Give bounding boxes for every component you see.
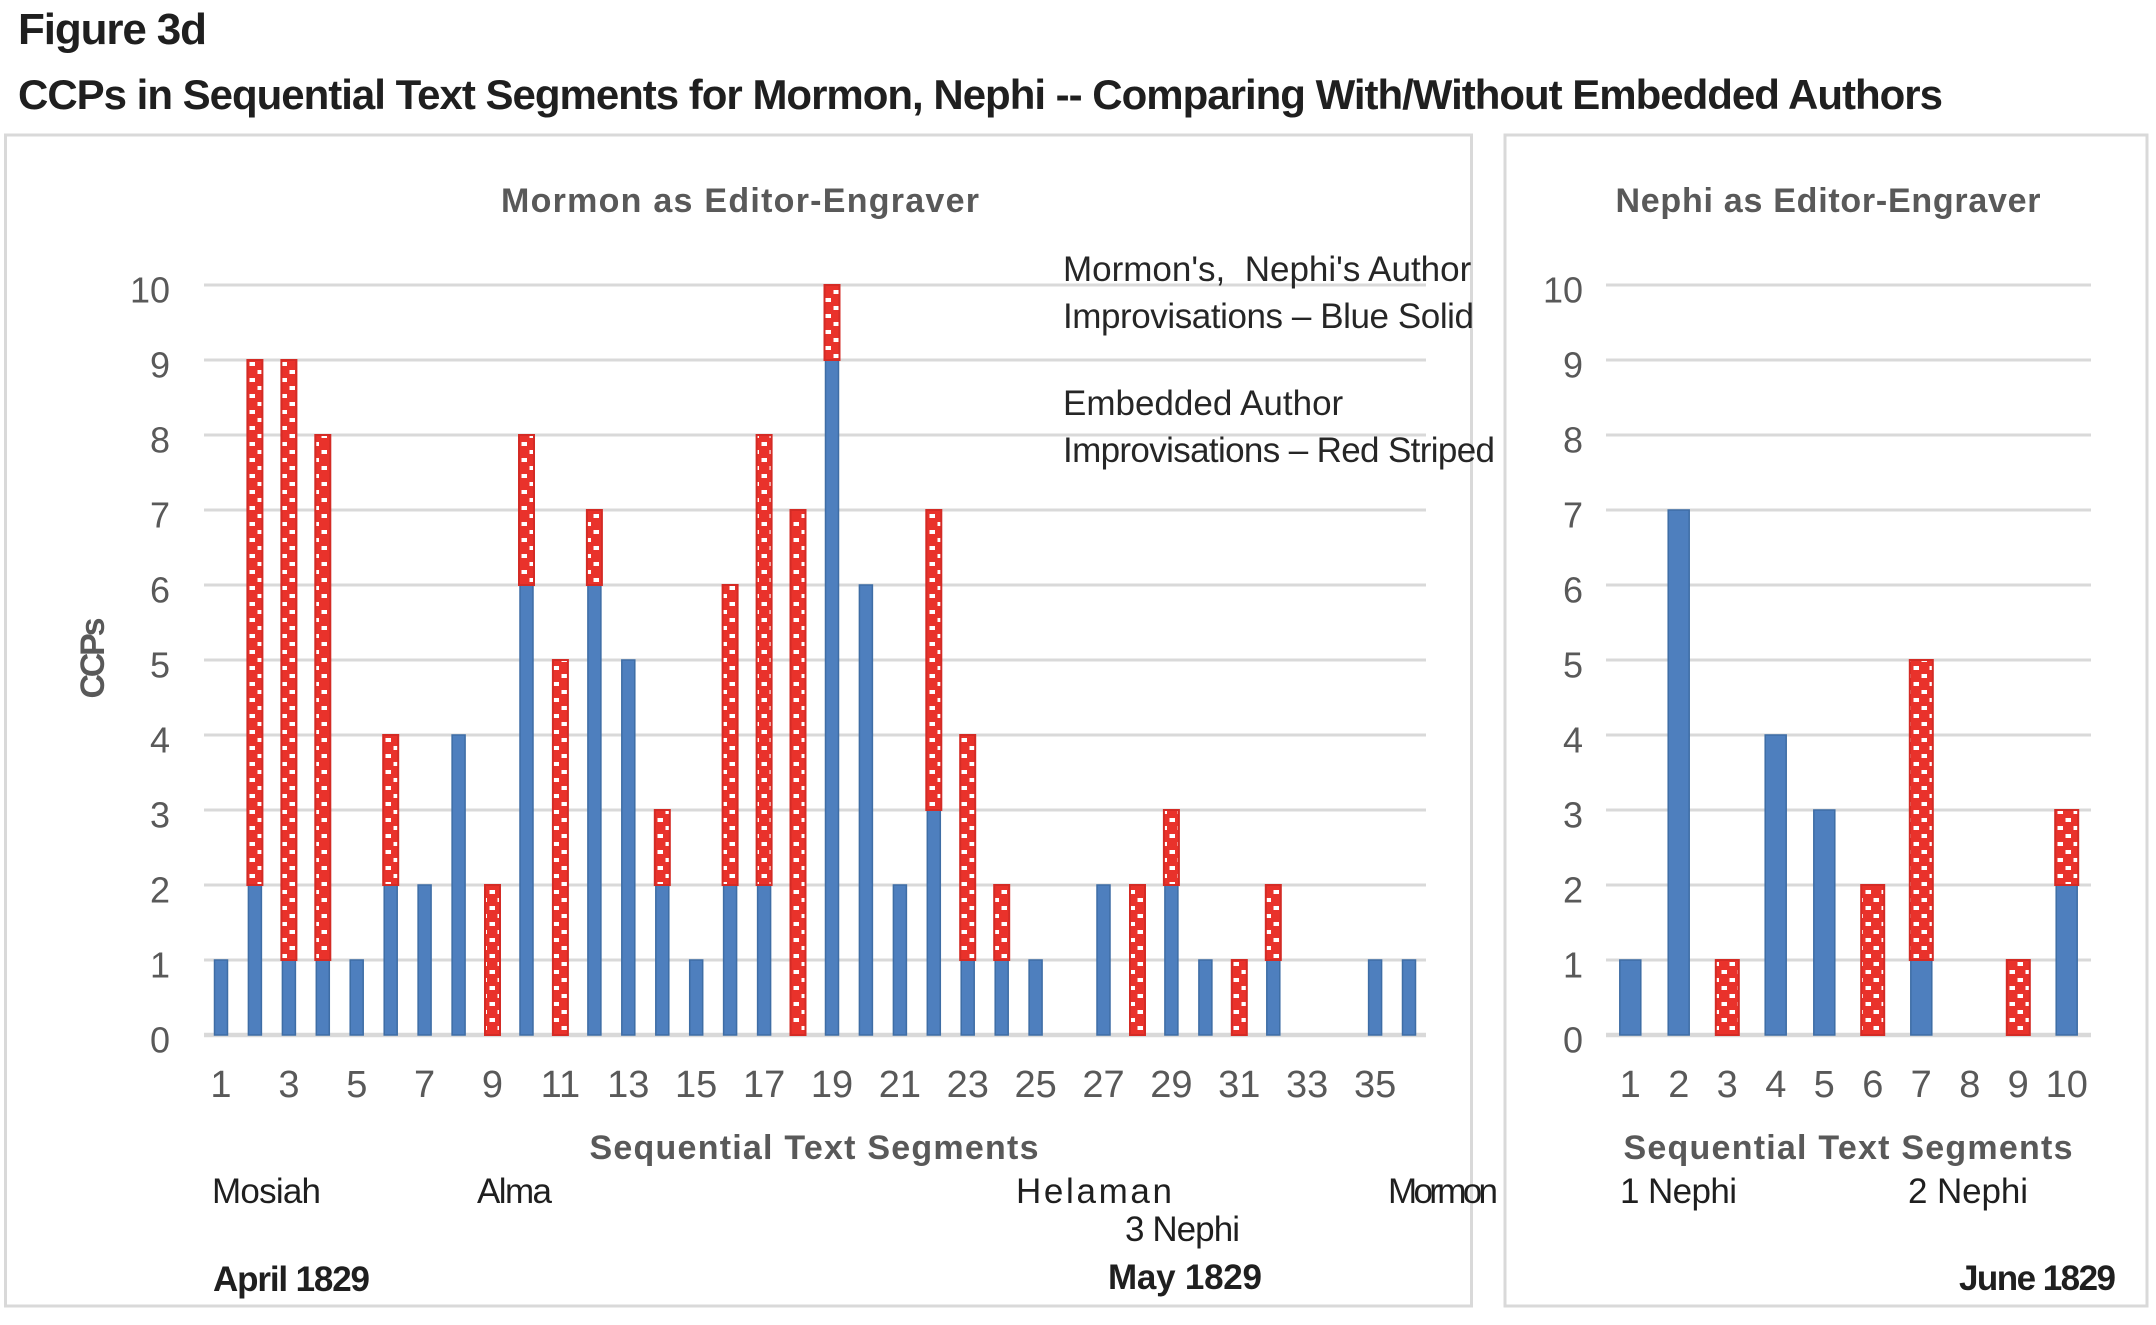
svg-text:Helaman: Helaman (1016, 1172, 1172, 1211)
svg-text:Mormon as Editor-Engraver: Mormon as Editor-Engraver (501, 182, 979, 220)
svg-text:2: 2 (150, 870, 170, 911)
svg-text:Figure 3d: Figure 3d (18, 5, 207, 54)
svg-text:Alma: Alma (477, 1172, 553, 1211)
svg-text:13: 13 (607, 1064, 649, 1106)
svg-text:April 1829: April 1829 (213, 1260, 370, 1299)
svg-text:3: 3 (150, 795, 170, 836)
svg-text:10: 10 (2046, 1064, 2088, 1106)
svg-text:May 1829: May 1829 (1108, 1258, 1262, 1297)
svg-text:8: 8 (1563, 420, 1583, 461)
svg-text:0: 0 (150, 1020, 170, 1061)
svg-text:Nephi as Editor-Engraver: Nephi as Editor-Engraver (1616, 182, 2041, 220)
svg-text:2: 2 (1668, 1064, 1689, 1106)
svg-text:Sequential Text Segments: Sequential Text Segments (1624, 1129, 2073, 1167)
svg-text:CCPs in Sequential Text Segmen: CCPs in Sequential Text Segments for Mor… (18, 71, 1943, 118)
svg-text:7: 7 (1911, 1064, 1932, 1106)
svg-text:10: 10 (130, 270, 170, 311)
svg-text:5: 5 (150, 645, 170, 686)
svg-text:7: 7 (1563, 495, 1583, 536)
svg-text:Mormon: Mormon (1388, 1172, 1498, 1211)
svg-text:17: 17 (743, 1064, 785, 1106)
svg-text:9: 9 (482, 1064, 503, 1106)
svg-text:15: 15 (675, 1064, 717, 1106)
svg-text:21: 21 (879, 1064, 921, 1106)
svg-text:11: 11 (541, 1064, 580, 1106)
svg-text:3: 3 (1717, 1064, 1738, 1106)
svg-text:7: 7 (414, 1064, 435, 1106)
svg-text:27: 27 (1082, 1064, 1124, 1106)
svg-text:2 Nephi: 2 Nephi (1908, 1172, 2028, 1211)
svg-text:1: 1 (210, 1064, 231, 1106)
svg-text:Mormon's, Nephi's Author: Mormon's, Nephi's Author (1063, 250, 1472, 289)
svg-text:9: 9 (150, 345, 170, 386)
svg-text:3: 3 (278, 1064, 299, 1106)
svg-text:0: 0 (1563, 1020, 1583, 1061)
svg-text:Sequential Text Segments: Sequential Text Segments (590, 1129, 1039, 1167)
svg-text:Improvisations – Blue Solid: Improvisations – Blue Solid (1063, 297, 1474, 336)
svg-text:25: 25 (1014, 1064, 1056, 1106)
svg-text:7: 7 (150, 495, 170, 536)
svg-text:1: 1 (1620, 1064, 1641, 1106)
svg-text:8: 8 (1959, 1064, 1980, 1106)
svg-text:1: 1 (1563, 945, 1583, 986)
svg-text:2: 2 (1563, 870, 1583, 911)
svg-text:6: 6 (150, 570, 170, 611)
svg-text:Mosiah: Mosiah (212, 1172, 321, 1211)
svg-text:5: 5 (1814, 1064, 1835, 1106)
svg-text:5: 5 (346, 1064, 367, 1106)
svg-text:10: 10 (1543, 270, 1583, 311)
svg-text:June 1829: June 1829 (1959, 1259, 2116, 1298)
svg-text:4: 4 (1563, 720, 1583, 761)
svg-text:1: 1 (150, 945, 170, 986)
svg-text:Embedded Author: Embedded Author (1063, 384, 1344, 423)
svg-text:3: 3 (1563, 795, 1583, 836)
svg-text:6: 6 (1563, 570, 1583, 611)
svg-text:33: 33 (1286, 1064, 1328, 1106)
svg-text:35: 35 (1354, 1064, 1396, 1106)
svg-text:23: 23 (947, 1064, 989, 1106)
svg-text:4: 4 (1765, 1064, 1786, 1106)
svg-text:1 Nephi: 1 Nephi (1620, 1172, 1737, 1211)
svg-text:9: 9 (2008, 1064, 2029, 1106)
svg-text:9: 9 (1563, 345, 1583, 386)
svg-text:CCPs: CCPs (74, 618, 112, 699)
svg-text:5: 5 (1563, 645, 1583, 686)
svg-text:Improvisations – Red Striped: Improvisations – Red Striped (1063, 431, 1495, 470)
svg-text:3 Nephi: 3 Nephi (1125, 1210, 1240, 1249)
svg-text:29: 29 (1150, 1064, 1192, 1106)
svg-text:8: 8 (150, 420, 170, 461)
svg-text:31: 31 (1218, 1064, 1260, 1106)
svg-text:4: 4 (150, 720, 170, 761)
svg-text:6: 6 (1862, 1064, 1883, 1106)
svg-text:19: 19 (811, 1064, 853, 1106)
